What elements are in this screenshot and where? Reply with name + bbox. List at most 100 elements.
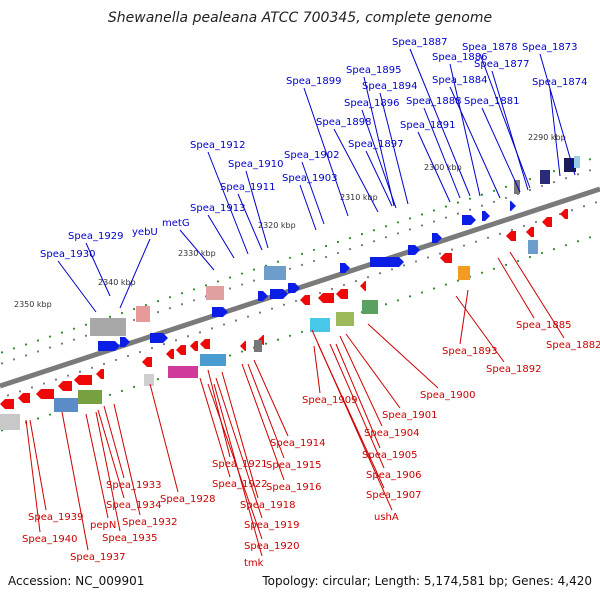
- guide-dot: [90, 366, 94, 369]
- reverse-gene-label: Spea_1939: [28, 512, 83, 523]
- reverse-label-leader: [97, 409, 125, 499]
- guide-dot: [288, 334, 292, 337]
- guide-dot: [252, 268, 256, 271]
- reverse-gene-label: Spea_1900: [420, 390, 475, 401]
- guide-dot: [414, 260, 418, 263]
- forward-gene-arrow: [370, 257, 404, 267]
- reverse-gene-label: Spea_1907: [366, 490, 421, 501]
- reverse-gene-arrow: [506, 231, 516, 241]
- forward-gene-label: Spea_1884: [432, 75, 487, 86]
- reverse-label-leader: [455, 295, 505, 363]
- forward-gene-arrow: [150, 333, 168, 343]
- guide-dot: [420, 213, 424, 216]
- reverse-label-leader: [85, 413, 109, 519]
- forward-gene-label: Spea_1894: [362, 81, 417, 92]
- guide-dot: [300, 263, 304, 266]
- reverse-gene-label: Spea_1906: [366, 470, 421, 481]
- guide-dot: [12, 358, 16, 361]
- forward-gene-arrow: [258, 291, 268, 301]
- guide-dot: [180, 292, 184, 295]
- reverse-gene-arrow: [200, 339, 210, 349]
- guide-dot: [240, 350, 244, 353]
- forward-gene-label: Spea_1886: [432, 52, 487, 63]
- forward-label-leader: [423, 107, 461, 199]
- guide-dot: [12, 347, 16, 350]
- reverse-gene-label: Spea_1932: [122, 517, 177, 528]
- reverse-label-leader: [61, 411, 89, 551]
- forward-gene-label: yebU: [132, 227, 158, 238]
- guide-dot: [552, 181, 556, 184]
- reverse-gene-label: Spea_1918: [240, 500, 295, 511]
- gene-block: [540, 170, 550, 184]
- guide-dot: [24, 354, 28, 357]
- guide-dot: [330, 287, 334, 291]
- forward-gene-label: Spea_1873: [522, 42, 577, 53]
- forward-label-leader: [85, 242, 111, 297]
- reverse-label-leader: [459, 289, 469, 345]
- guide-dot: [312, 248, 316, 252]
- guide-dot: [120, 389, 124, 393]
- guide-dot: [426, 256, 430, 259]
- guide-dot: [318, 291, 322, 295]
- reverse-gene-label: Spea_1914: [270, 438, 325, 449]
- guide-dot: [336, 251, 340, 255]
- forward-gene-arrow: [340, 263, 350, 273]
- forward-gene-arrow: [510, 201, 516, 211]
- forward-gene-label: Spea_1899: [286, 76, 341, 87]
- forward-gene-label: Spea_1878: [462, 42, 517, 53]
- gene-block: [168, 366, 198, 378]
- guide-dot: [132, 385, 136, 389]
- forward-gene-label: Spea_1897: [348, 139, 403, 150]
- guide-dot: [270, 307, 274, 310]
- gene-features: [0, 156, 580, 430]
- forward-label-leader: [365, 150, 393, 207]
- guide-dot: [570, 209, 574, 212]
- guide-dot: [396, 299, 400, 302]
- forward-gene-arrow: [120, 337, 130, 347]
- reverse-gene-label: Spea_1940: [22, 534, 77, 545]
- guide-dot: [450, 248, 454, 251]
- reverse-gene-label: Spea_1916: [266, 482, 321, 493]
- guide-dot: [126, 354, 130, 358]
- guide-dot: [150, 346, 154, 350]
- gene-block: [574, 156, 580, 168]
- forward-gene-arrow: [482, 211, 490, 221]
- gene-block: [362, 300, 378, 314]
- guide-dot: [114, 358, 118, 362]
- forward-label-leader: [237, 193, 263, 251]
- forward-label-leader: [333, 128, 379, 213]
- guide-dot: [408, 228, 412, 231]
- guide-dot: [384, 225, 388, 228]
- reverse-label-leader: [345, 333, 401, 409]
- reverse-label-leader: [25, 419, 41, 533]
- forward-label-leader: [363, 76, 395, 207]
- guide-dot: [132, 307, 136, 311]
- guide-dot: [516, 259, 520, 263]
- guide-dot: [336, 240, 340, 244]
- guide-dot: [288, 256, 292, 259]
- guide-dot: [216, 280, 220, 283]
- guide-dot: [234, 319, 238, 322]
- forward-gene-arrow: [432, 233, 442, 243]
- forward-label-leader: [57, 260, 97, 313]
- guide-dot: [528, 255, 532, 259]
- guide-dot: [192, 299, 196, 302]
- guide-dot: [396, 232, 400, 235]
- forward-gene-arrow: [288, 283, 300, 293]
- forward-gene-label: Spea_1888: [406, 96, 461, 107]
- guide-dot: [408, 295, 412, 298]
- forward-gene-label: Spea_1891: [400, 120, 455, 131]
- guide-dot: [540, 184, 544, 188]
- guide-dot: [504, 263, 508, 266]
- reverse-gene-arrow: [240, 341, 246, 351]
- guide-dot: [276, 338, 280, 341]
- guide-dot: [366, 276, 370, 279]
- reverse-gene-arrow: [166, 349, 174, 359]
- guide-dot: [384, 303, 388, 306]
- reverse-gene-label: Spea_1905: [362, 450, 417, 461]
- reverse-gene-label: Spea_1892: [486, 364, 541, 375]
- reverse-label-leader: [253, 359, 289, 437]
- reverse-gene-arrow: [360, 281, 366, 291]
- guide-dot: [48, 413, 52, 416]
